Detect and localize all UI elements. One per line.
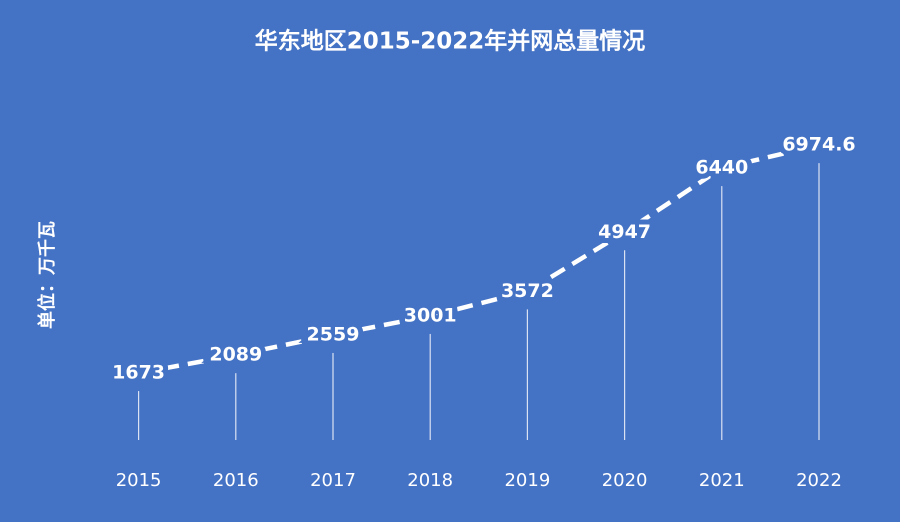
data-label: 3001 [404, 304, 457, 326]
chart-title: 华东地区2015-2022年并网总量情况 [255, 28, 646, 55]
x-tick-label: 2020 [602, 470, 648, 491]
x-tick-label: 2021 [699, 470, 745, 491]
x-tick-label: 2015 [116, 470, 162, 491]
data-label: 2089 [209, 344, 262, 366]
data-line [138, 142, 820, 376]
data-label: 6440 [695, 157, 748, 179]
data-label: 6974.6 [782, 134, 855, 156]
x-tick-label: 2019 [504, 470, 550, 491]
x-tick-label: 2017 [310, 470, 356, 491]
data-label: 1673 [112, 362, 165, 384]
x-tick-label: 2018 [407, 470, 453, 491]
data-label: 2559 [307, 323, 360, 345]
data-label: 4947 [598, 221, 651, 243]
x-tick-label: 2022 [796, 470, 842, 491]
x-tick-label: 2016 [213, 470, 259, 491]
y-axis-label: 单位：万千瓦 [36, 221, 58, 329]
data-label: 3572 [501, 280, 554, 302]
